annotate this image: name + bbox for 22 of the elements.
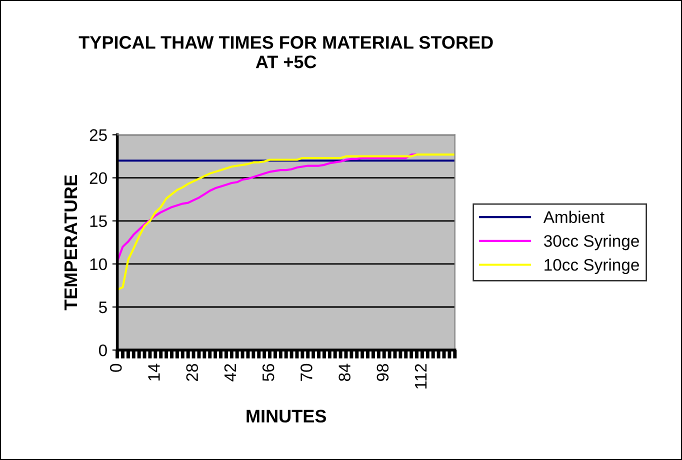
x-tick-label: 0 — [110, 364, 122, 372]
line-series — [117, 154, 418, 262]
x-tick-label: 28 — [186, 364, 198, 381]
chart-title: TYPICAL THAW TIMES FOR MATERIAL STORED AT +5C — [78, 36, 493, 68]
x-tick-label: 98 — [376, 364, 389, 382]
legend-label: Ambient — [543, 210, 604, 224]
y-tick-label: 10 — [90, 258, 107, 270]
x-tick-label: 14 — [148, 364, 160, 381]
legend-label: 30cc Syringe — [544, 234, 639, 250]
x-axis-title: MINUTES — [246, 410, 326, 423]
y-tick-label: 20 — [90, 172, 107, 184]
y-axis-title: TEMPERATURE — [64, 175, 78, 310]
y-tick-label: 5 — [98, 302, 107, 314]
y-tick-label: 0 — [98, 344, 107, 356]
x-tick-label: 84 — [338, 364, 350, 382]
x-tick-label: 56 — [262, 364, 274, 382]
legend-label: 10cc Syringe — [544, 258, 639, 274]
x-tick-label: 112 — [414, 364, 427, 389]
x-tick-label: 70 — [300, 364, 312, 381]
y-tick-label: 25 — [90, 129, 107, 141]
x-tick-label: 42 — [224, 364, 236, 382]
y-tick-label: 15 — [90, 215, 107, 228]
